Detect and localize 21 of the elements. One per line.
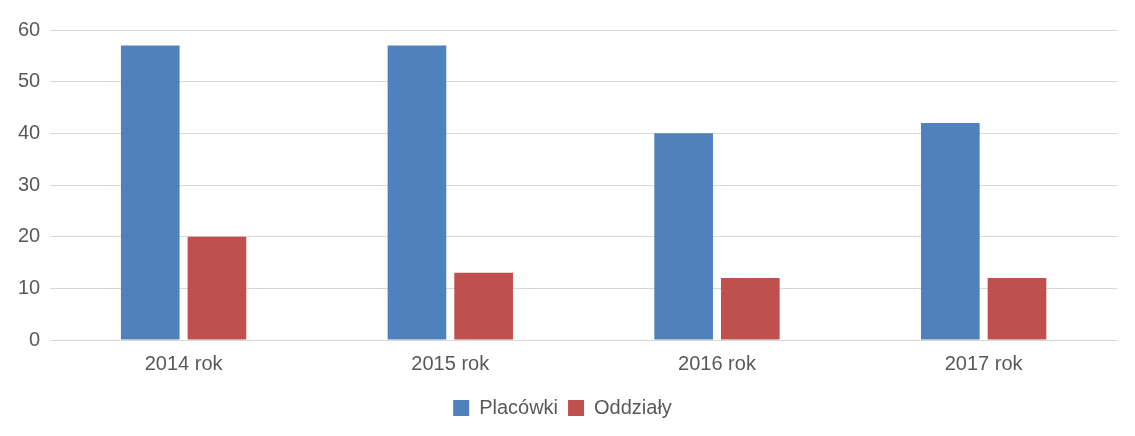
bar <box>987 278 1047 340</box>
bar <box>387 45 447 340</box>
bar <box>920 123 980 340</box>
bar <box>654 133 713 340</box>
bar <box>454 272 513 340</box>
bar <box>120 45 180 340</box>
y-tick-label: 10 <box>18 275 41 298</box>
x-tick-label: 2015 rok <box>411 351 491 374</box>
y-tick-label: 0 <box>29 327 41 350</box>
y-tick-label: 20 <box>18 224 41 247</box>
y-tick-label: 40 <box>18 120 41 143</box>
bar <box>720 278 780 340</box>
x-tick-label: 2016 rok <box>678 351 757 374</box>
x-tick-label: 2014 rok <box>144 351 224 374</box>
legend-label: Oddziały <box>594 395 672 418</box>
x-tick-label: 2017 rok <box>944 351 1024 374</box>
y-tick-label: 50 <box>18 69 41 92</box>
legend-label: Placówki <box>479 395 559 418</box>
y-tick-label: 60 <box>18 17 41 40</box>
y-tick-label: 30 <box>18 172 41 195</box>
bar <box>187 236 247 340</box>
